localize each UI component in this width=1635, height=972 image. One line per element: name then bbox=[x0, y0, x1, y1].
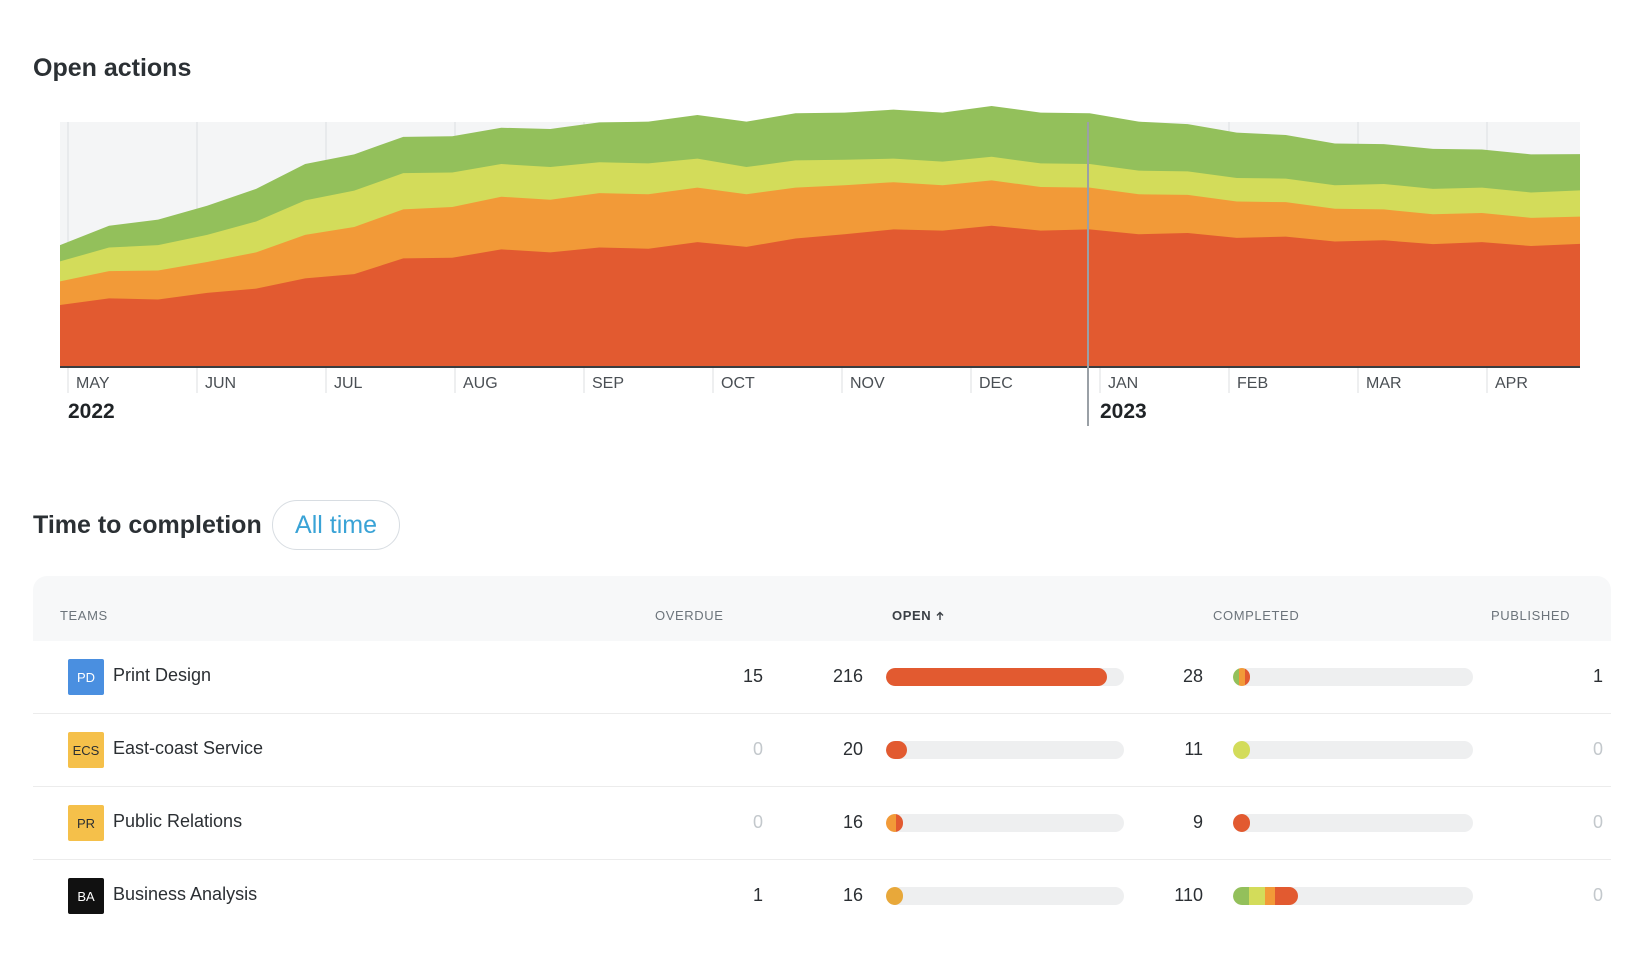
open-actions-chart: MAY JUN JUL AUG SEP OCT NOV DEC JAN FEB MAR APR 202… bbox=[60, 105, 1580, 426]
team-avatar: BA bbox=[68, 878, 104, 914]
bar-segment bbox=[1238, 668, 1245, 686]
month-label: SEP bbox=[592, 375, 624, 392]
month-label: JUN bbox=[205, 375, 236, 392]
open-bar bbox=[886, 668, 1124, 686]
bar-segment bbox=[886, 741, 908, 759]
month-label: JAN bbox=[1108, 375, 1138, 392]
col-teams[interactable]: TEAMS bbox=[60, 608, 108, 623]
open-bar bbox=[886, 741, 1124, 759]
table-row[interactable]: ECS East-coast Service 0 20 11 0 bbox=[33, 714, 1611, 787]
year-label: 2022 bbox=[68, 400, 115, 423]
table-header: TEAMS OVERDUE OPEN COMPLETED PUBLISHED bbox=[33, 576, 1611, 641]
col-published[interactable]: PUBLISHED bbox=[1491, 608, 1571, 623]
bar-segment bbox=[1265, 887, 1276, 905]
bar-segment bbox=[1275, 887, 1298, 905]
open-bar-fill bbox=[886, 741, 908, 759]
completed-bar-fill bbox=[1233, 741, 1250, 759]
open-count: 16 bbox=[842, 812, 863, 832]
bar-segment bbox=[1233, 741, 1250, 759]
month-label: MAR bbox=[1366, 375, 1402, 392]
completed-bar-fill bbox=[1233, 668, 1250, 686]
team-name[interactable]: East-coast Service bbox=[113, 738, 264, 758]
bar-segment bbox=[886, 668, 1108, 686]
teams-table: TEAMS OVERDUE OPEN COMPLETED PUBLISHED P… bbox=[33, 576, 1611, 932]
overdue-count: 0 bbox=[752, 812, 763, 832]
bar-segment bbox=[1233, 668, 1239, 686]
col-open[interactable]: OPEN bbox=[892, 608, 945, 623]
col-completed[interactable]: COMPLETED bbox=[1213, 608, 1300, 623]
year-label: 2023 bbox=[1100, 400, 1147, 423]
table-row[interactable]: PR Public Relations 0 16 9 0 bbox=[33, 787, 1611, 860]
completed-count: 110 bbox=[1174, 885, 1203, 905]
team-name[interactable]: Business Analysis bbox=[113, 884, 258, 904]
team-name[interactable]: Print Design bbox=[113, 665, 212, 685]
overdue-count: 0 bbox=[752, 739, 763, 759]
team-avatar: PR bbox=[68, 805, 104, 841]
col-open-label: OPEN bbox=[892, 608, 932, 623]
team-avatar: PD bbox=[68, 659, 104, 695]
area-series-1 bbox=[60, 225, 1580, 367]
published-count: 1 bbox=[1592, 666, 1603, 686]
arrow-up-icon bbox=[936, 611, 944, 620]
month-label: APR bbox=[1495, 375, 1528, 392]
open-count: 20 bbox=[842, 739, 863, 759]
table-row[interactable]: PD Print Design 15 216 28 1 bbox=[33, 641, 1611, 714]
month-label: NOV bbox=[850, 375, 885, 392]
open-bar-fill bbox=[886, 887, 903, 905]
month-label: AUG bbox=[463, 375, 498, 392]
open-bar-fill bbox=[886, 814, 903, 832]
published-count: 0 bbox=[1592, 885, 1603, 905]
open-bar bbox=[886, 887, 1124, 905]
bar-segment bbox=[1233, 814, 1250, 832]
bar-segment bbox=[1233, 887, 1250, 905]
table-body: PD Print Design 15 216 28 1 ECS East-coast Serv… bbox=[33, 641, 1611, 932]
team-name[interactable]: Public Relations bbox=[113, 811, 243, 831]
completed-bar-fill bbox=[1233, 814, 1250, 832]
team-avatar: ECS bbox=[68, 732, 104, 768]
overdue-count: 15 bbox=[742, 666, 763, 686]
bar-segment bbox=[895, 814, 903, 832]
published-count: 0 bbox=[1592, 812, 1603, 832]
open-bar-fill bbox=[886, 668, 1108, 686]
bar-segment bbox=[886, 887, 903, 905]
completed-bar bbox=[1233, 741, 1473, 759]
time-to-completion-title: Time to completion bbox=[33, 511, 262, 539]
overdue-count: 1 bbox=[752, 885, 763, 905]
published-count: 0 bbox=[1592, 739, 1603, 759]
completed-bar-fill bbox=[1233, 887, 1298, 905]
col-overdue[interactable]: OVERDUE bbox=[655, 608, 724, 623]
month-label: DEC bbox=[979, 375, 1013, 392]
open-bar bbox=[886, 814, 1124, 832]
month-label: FEB bbox=[1237, 375, 1268, 392]
completed-bar bbox=[1233, 668, 1473, 686]
bar-segment bbox=[1249, 887, 1266, 905]
completed-bar bbox=[1233, 814, 1473, 832]
month-label: MAY bbox=[76, 375, 110, 392]
month-label: OCT bbox=[721, 375, 755, 392]
bar-segment bbox=[886, 814, 896, 832]
completed-count: 11 bbox=[1184, 739, 1203, 759]
table-row[interactable]: BA Business Analysis 1 16 110 0 bbox=[33, 860, 1611, 932]
completed-count: 28 bbox=[1182, 666, 1203, 686]
completed-count: 9 bbox=[1192, 812, 1203, 832]
completed-bar bbox=[1233, 887, 1473, 905]
open-count: 16 bbox=[842, 885, 863, 905]
bar-segment bbox=[1244, 668, 1250, 686]
open-count: 216 bbox=[832, 666, 863, 686]
open-actions-title: Open actions bbox=[33, 54, 192, 82]
month-label: JUL bbox=[334, 375, 363, 392]
time-range-filter[interactable]: All time bbox=[272, 500, 400, 550]
